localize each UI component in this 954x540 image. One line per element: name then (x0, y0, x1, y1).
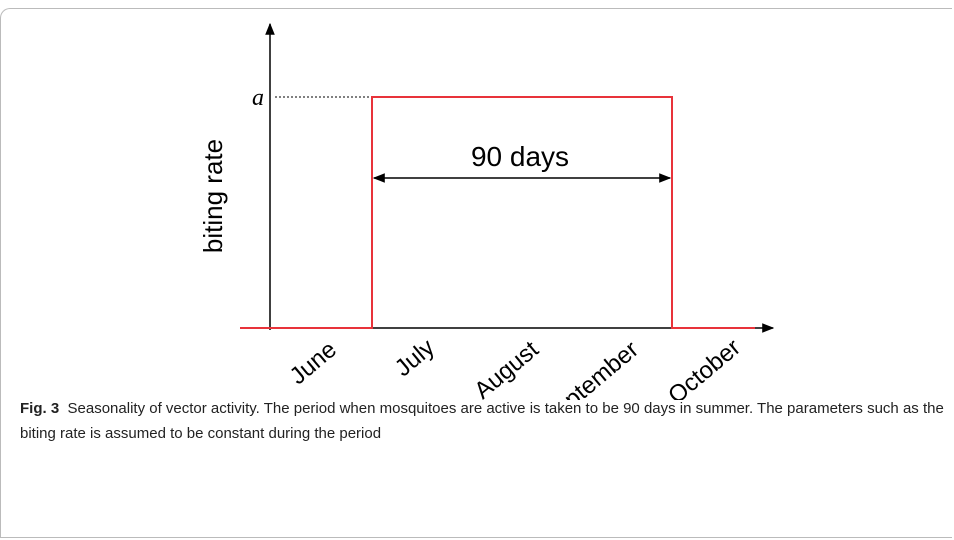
caption-text: Seasonality of vector activity. The peri… (20, 400, 944, 442)
rate-curve (240, 96, 755, 329)
caption: Fig. 3 Seasonality of vector activity. T… (20, 396, 950, 446)
month-label: September (537, 336, 644, 400)
duration-label: 90 days (471, 141, 569, 172)
caption-label: Fig. 3 (20, 400, 60, 417)
month-label: October (663, 334, 746, 400)
month-label: June (285, 336, 342, 390)
figure: 90 days a biting rate June July AugustSept… (198, 22, 775, 400)
figure-frame (0, 8, 952, 538)
month-label: July (390, 334, 440, 382)
level-label: a (252, 85, 264, 111)
y-axis-label: biting rate (198, 139, 228, 253)
month-label: August (469, 336, 544, 400)
